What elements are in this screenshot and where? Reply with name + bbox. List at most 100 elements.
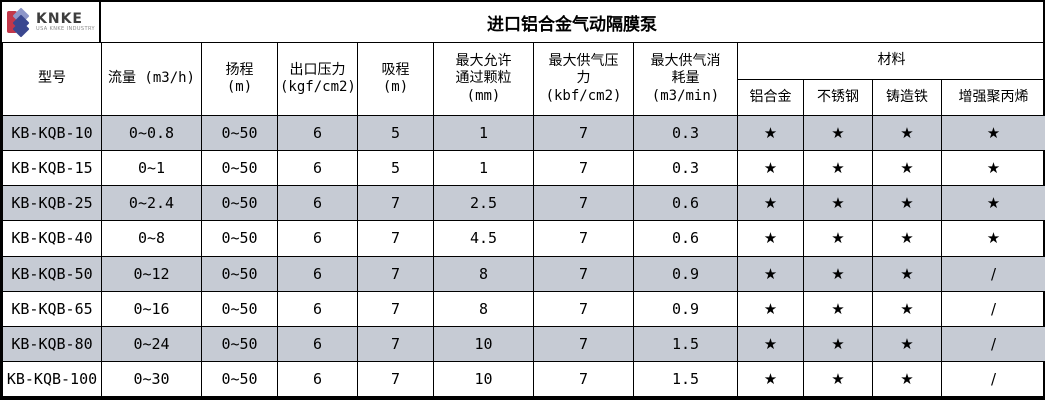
cell-material-star: ★ — [803, 360, 873, 398]
cell-flow: 0~1 — [101, 150, 202, 187]
column-header-materials-group: 材料 — [737, 42, 1045, 80]
cell-max-air-consumption: 1.5 — [633, 325, 738, 362]
cell-head: 0~50 — [201, 255, 278, 292]
logo-tagline: USA KNKE INDUSTRY — [36, 26, 95, 32]
cell-max-air-consumption: 0.3 — [633, 114, 738, 152]
cell-outlet-pressure: 6 — [277, 220, 358, 257]
cell-max-air-pressure: 7 — [533, 255, 634, 292]
cell-suction: 7 — [357, 185, 434, 222]
column-header-1: 流量 (m3/h) — [101, 42, 202, 116]
cell-material-star: ★ — [803, 325, 873, 362]
cell-material-star: ★ — [737, 360, 804, 398]
cell-flow: 0~30 — [101, 360, 202, 398]
cell-max-air-pressure: 7 — [533, 360, 634, 398]
cell-flow: 0~24 — [101, 325, 202, 362]
table-row: KB-KQB-100 0~30 0~50 6 7 10 7 1.5 ★ ★ ★ / — [2, 360, 1045, 398]
logo-name: KNKE — [36, 11, 83, 27]
cell-material-star: ★ — [872, 114, 942, 152]
cell-material-star: ★ — [872, 290, 942, 327]
cell-suction: 7 — [357, 325, 434, 362]
cell-suction: 7 — [357, 290, 434, 327]
column-header-line: 流量 (m3/h) — [107, 70, 195, 87]
column-header-line: (mm) — [466, 87, 501, 104]
cell-head: 0~50 — [201, 290, 278, 327]
column-header-line: (m3/min) — [651, 87, 720, 104]
cell-model: KB-KQB-10 — [2, 114, 102, 152]
column-header-material-1: 不锈钢 — [803, 79, 873, 116]
cell-max-air-consumption: 0.9 — [633, 290, 738, 327]
column-header-material-2: 铸造铁 — [872, 79, 942, 116]
cell-material-star: ★ — [872, 255, 942, 292]
column-header-line: (kbf/cm2) — [545, 87, 622, 104]
cell-max-particle: 1 — [433, 150, 534, 187]
cell-max-air-consumption: 0.3 — [633, 150, 738, 187]
cell-head: 0~50 — [201, 325, 278, 362]
knke-logo-icon — [6, 7, 32, 37]
cell-max-air-pressure: 7 — [533, 290, 634, 327]
cell-material-star: ★ — [872, 150, 942, 187]
logo-red-bar — [7, 10, 18, 33]
cell-outlet-pressure: 6 — [277, 150, 358, 187]
column-header-line: 型号 — [38, 70, 66, 87]
cell-material-star: ★ — [803, 150, 873, 187]
cell-material-star: ★ — [737, 150, 804, 187]
cell-head: 0~50 — [201, 185, 278, 222]
cell-flow: 0~0.8 — [101, 114, 202, 152]
cell-max-particle: 10 — [433, 360, 534, 398]
logo-text: KNKE USA KNKE INDUSTRY — [36, 12, 95, 32]
cell-material-star: ★ — [941, 185, 1045, 222]
cell-material-na: / — [941, 360, 1045, 398]
cell-material-star: ★ — [803, 255, 873, 292]
cell-outlet-pressure: 6 — [277, 185, 358, 222]
cell-model: KB-KQB-50 — [2, 255, 102, 292]
brand-logo: KNKE USA KNKE INDUSTRY — [2, 2, 101, 42]
cell-material-star: ★ — [737, 114, 804, 152]
column-header-5: 最大允许 通过颗粒 (mm) — [433, 42, 534, 116]
table-row: KB-KQB-10 0~0.8 0~50 6 5 1 7 0.3 ★ ★ ★ ★ — [2, 114, 1045, 152]
header-banner: KNKE USA KNKE INDUSTRY 进口铝合金气动隔膜泵 — [2, 2, 1043, 42]
cell-material-star: ★ — [737, 255, 804, 292]
cell-material-star: ★ — [737, 220, 804, 257]
cell-material-star: ★ — [803, 220, 873, 257]
cell-material-star: ★ — [872, 360, 942, 398]
table-row: KB-KQB-40 0~8 0~50 6 7 4.5 7 0.6 ★ ★ ★ ★ — [2, 220, 1045, 257]
spec-table: 型号 流量 (m3/h) 扬程 (m) 出口压力 (kgf/cm2) 吸程 (m) 最大允许 通过… — [2, 42, 1045, 398]
cell-suction: 7 — [357, 220, 434, 257]
column-header-line: 最大供气压 — [548, 52, 619, 69]
column-header-line: 出口压力 — [289, 61, 346, 78]
column-header-line: 通过颗粒 — [455, 70, 512, 87]
cell-material-star: ★ — [941, 150, 1045, 187]
cell-suction: 5 — [357, 150, 434, 187]
cell-head: 0~50 — [201, 360, 278, 398]
cell-flow: 0~16 — [101, 290, 202, 327]
cell-outlet-pressure: 6 — [277, 325, 358, 362]
cell-material-star: ★ — [737, 185, 804, 222]
cell-model: KB-KQB-25 — [2, 185, 102, 222]
table-row: KB-KQB-80 0~24 0~50 6 7 10 7 1.5 ★ ★ ★ / — [2, 325, 1045, 362]
cell-head: 0~50 — [201, 150, 278, 187]
cell-max-air-pressure: 7 — [533, 220, 634, 257]
cell-suction: 7 — [357, 360, 434, 398]
cell-max-air-consumption: 0.6 — [633, 185, 738, 222]
column-header-7: 最大供气消 耗量 (m3/min) — [633, 42, 738, 116]
column-header-0: 型号 — [2, 42, 102, 116]
cell-suction: 7 — [357, 255, 434, 292]
cell-material-star: ★ — [803, 114, 873, 152]
column-header-2: 扬程 (m) — [201, 42, 278, 116]
cell-model: KB-KQB-80 — [2, 325, 102, 362]
cell-outlet-pressure: 6 — [277, 255, 358, 292]
cell-material-star: ★ — [737, 325, 804, 362]
cell-suction: 5 — [357, 114, 434, 152]
column-header-line: 吸程 — [381, 61, 410, 78]
cell-model: KB-KQB-100 — [2, 360, 102, 398]
cell-material-star: ★ — [803, 185, 873, 222]
cell-max-particle: 4.5 — [433, 220, 534, 257]
cell-flow: 0~2.4 — [101, 185, 202, 222]
cell-max-air-pressure: 7 — [533, 150, 634, 187]
cell-head: 0~50 — [201, 114, 278, 152]
cell-max-particle: 8 — [433, 290, 534, 327]
cell-max-air-consumption: 0.6 — [633, 220, 738, 257]
column-header-line: (kgf/cm2) — [280, 79, 356, 95]
cell-outlet-pressure: 6 — [277, 114, 358, 152]
